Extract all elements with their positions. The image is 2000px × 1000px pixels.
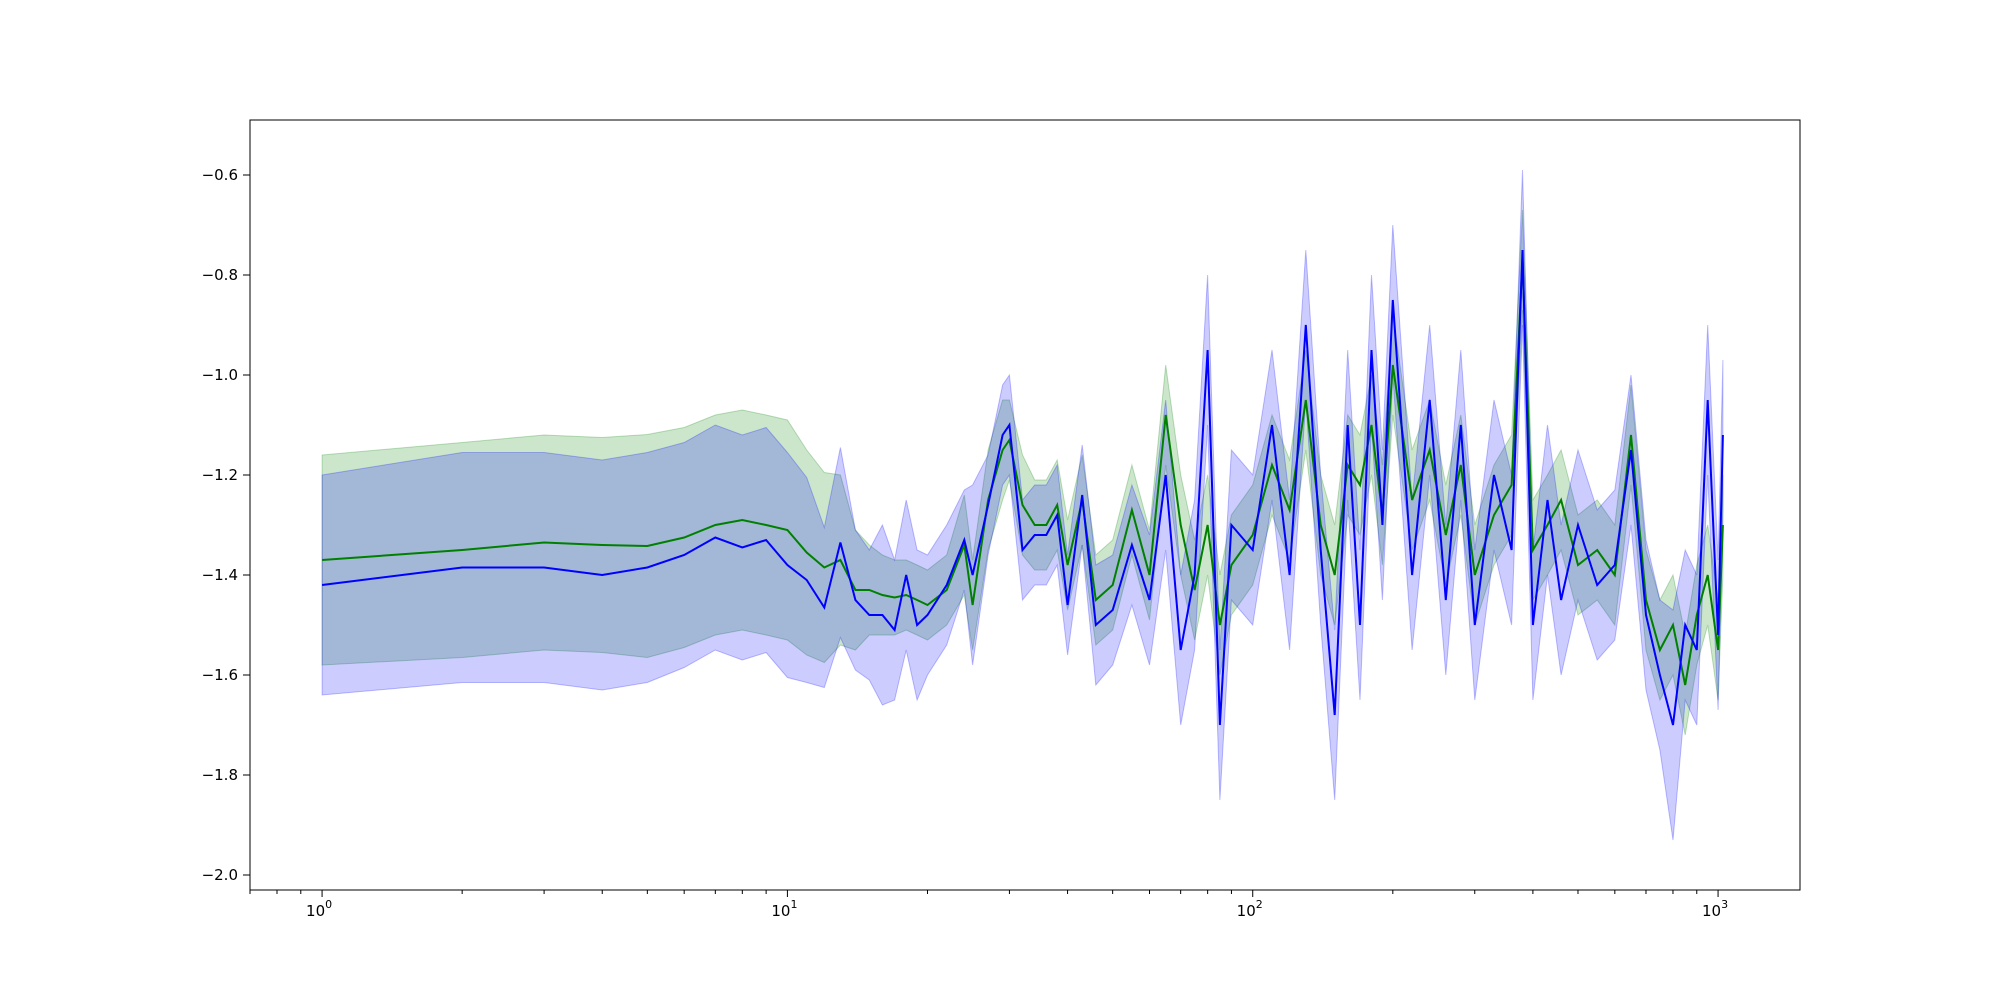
series-lines xyxy=(321,249,1724,726)
line-series-1 xyxy=(321,249,1724,726)
x-tick-exponent: 0 xyxy=(325,898,332,911)
x-tick-exponent: 2 xyxy=(1256,898,1263,911)
y-tick-label: −0.8 xyxy=(202,266,238,284)
y-tick-label: −1.2 xyxy=(202,466,238,484)
band-series-0 xyxy=(321,209,1724,736)
y-tick-label: −1.8 xyxy=(202,766,238,784)
y-axis: −0.6 −0.8 −1.0 −1.2 −1.4 −1.6 −1.8 −2.0 xyxy=(202,166,250,884)
x-tick-label: 102 xyxy=(1237,898,1263,920)
y-tick-label: −1.0 xyxy=(202,366,238,384)
x-tick-label: 100 xyxy=(306,898,332,920)
y-tick-label: −1.6 xyxy=(202,666,238,684)
y-tick-label: −0.6 xyxy=(202,166,238,184)
y-tick-label: −2.0 xyxy=(202,866,238,884)
plot-frame xyxy=(249,119,1801,891)
y-tick-label: −1.4 xyxy=(202,566,238,584)
x-tick-label: 101 xyxy=(771,898,797,920)
x-axis: 100 101 102 103 xyxy=(249,890,1728,920)
x-tick-label: 103 xyxy=(1702,898,1728,920)
x-tick-exponent: 3 xyxy=(1721,898,1728,911)
x-tick-exponent: 1 xyxy=(790,898,797,911)
